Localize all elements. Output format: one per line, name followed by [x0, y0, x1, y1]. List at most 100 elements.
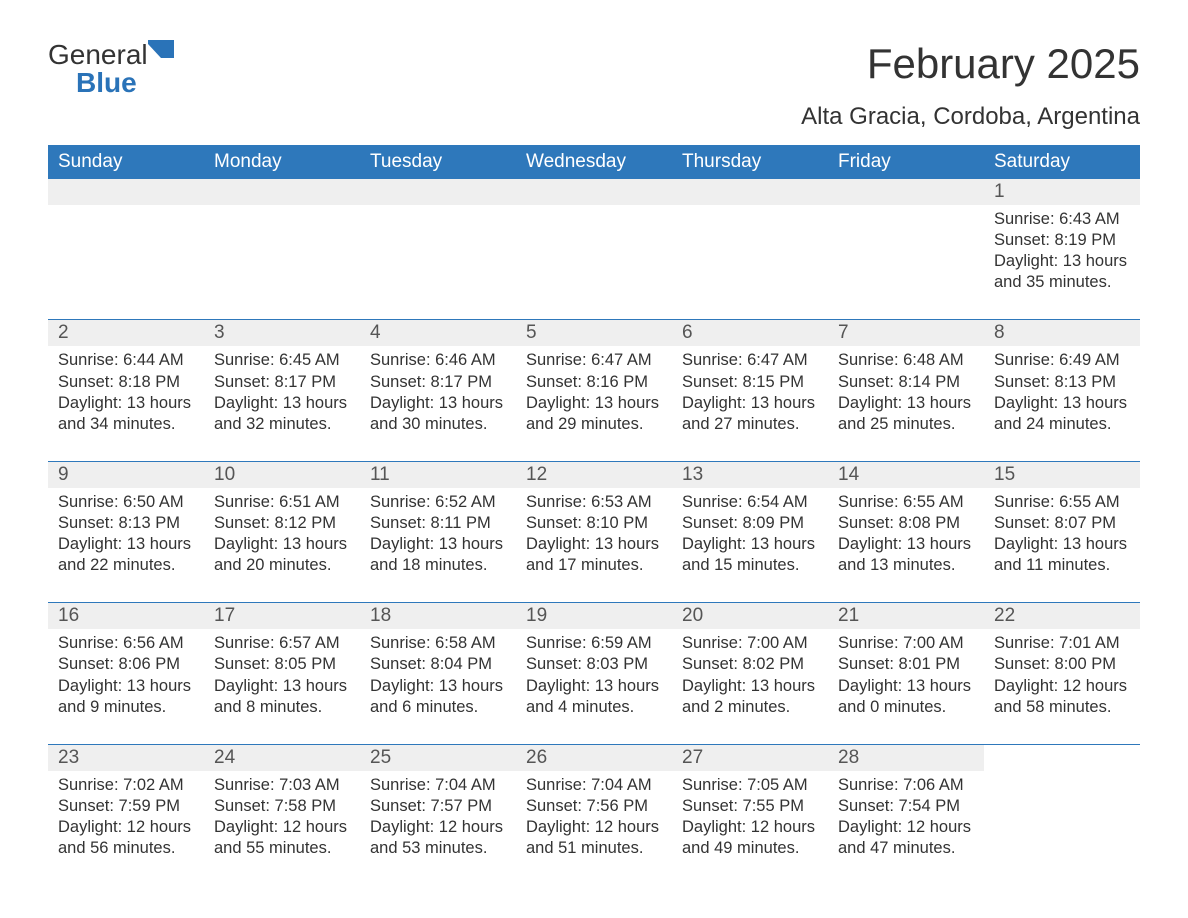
- calendar-day-cell: 21Sunrise: 7:00 AMSunset: 8:01 PMDayligh…: [828, 603, 984, 744]
- calendar-day-cell: 2Sunrise: 6:44 AMSunset: 8:18 PMDaylight…: [48, 320, 204, 461]
- logo-flag-icon: [148, 40, 174, 64]
- day-details: Sunrise: 6:58 AMSunset: 8:04 PMDaylight:…: [370, 633, 508, 717]
- day-header: Thursday: [672, 145, 828, 179]
- calendar-week-row: 16 Sunrise: 6:56 AMSunset: 8:06 PMDayligh…: [48, 603, 1140, 744]
- calendar-day-cell: 1 Sunrise: 6:43 AMSunset: 8:19 PMDaylight…: [984, 179, 1140, 320]
- calendar-day-cell: 18Sunrise: 6:58 AMSunset: 8:04 PMDayligh…: [360, 603, 516, 744]
- calendar-empty-cell: [672, 179, 828, 320]
- day-number: 25: [360, 745, 516, 771]
- day-details: Sunrise: 6:50 AMSunset: 8:13 PMDaylight:…: [58, 492, 196, 576]
- day-header: Sunday: [48, 145, 204, 179]
- day-number: 26: [516, 745, 672, 771]
- calendar-day-cell: 19 Sunrise: 6:59 AMSunset: 8:03 PMDayligh…: [516, 603, 672, 744]
- calendar-week-row: 9 Sunrise: 6:50 AMSunset: 8:13 PMDaylight…: [48, 461, 1140, 602]
- calendar-day-cell: 25 Sunrise: 7:04 AMSunset: 7:57 PMDayligh…: [360, 744, 516, 885]
- logo: General Blue: [48, 40, 174, 97]
- calendar-day-cell: 15Sunrise: 6:55 AMSunset: 8:07 PMDayligh…: [984, 461, 1140, 602]
- day-number: 5: [516, 320, 672, 346]
- day-details: Sunrise: 6:52 AMSunset: 8:11 PMDaylight:…: [370, 492, 508, 576]
- day-number: 22: [984, 603, 1140, 629]
- calendar-empty-cell: [48, 179, 204, 320]
- day-number: 13: [672, 462, 828, 488]
- calendar-day-cell: 12 Sunrise: 6:53 AMSunset: 8:10 PMDayligh…: [516, 461, 672, 602]
- calendar-day-cell: 23Sunrise: 7:02 AMSunset: 7:59 PMDayligh…: [48, 744, 204, 885]
- calendar-day-cell: 22 Sunrise: 7:01 AMSunset: 8:00 PMDayligh…: [984, 603, 1140, 744]
- calendar-day-cell: 11Sunrise: 6:52 AMSunset: 8:11 PMDayligh…: [360, 461, 516, 602]
- day-number: 24: [204, 745, 360, 771]
- day-details: Sunrise: 6:47 AMSunset: 8:15 PMDaylight:…: [682, 350, 820, 434]
- calendar-day-cell: 28 Sunrise: 7:06 AMSunset: 7:54 PMDayligh…: [828, 744, 984, 885]
- day-number: 9: [48, 462, 204, 488]
- day-number: 1: [984, 179, 1140, 205]
- day-details: Sunrise: 6:46 AMSunset: 8:17 PMDaylight:…: [370, 350, 508, 434]
- calendar-day-cell: 27 Sunrise: 7:05 AMSunset: 7:55 PMDayligh…: [672, 744, 828, 885]
- location-subtitle: Alta Gracia, Cordoba, Argentina: [48, 103, 1140, 131]
- day-details: Sunrise: 6:59 AMSunset: 8:03 PMDaylight:…: [526, 633, 664, 717]
- day-details: Sunrise: 7:04 AMSunset: 7:56 PMDaylight:…: [526, 775, 664, 859]
- calendar-empty-cell: [828, 179, 984, 320]
- calendar-day-cell: 13Sunrise: 6:54 AMSunset: 8:09 PMDayligh…: [672, 461, 828, 602]
- logo-word-1: General: [48, 39, 148, 70]
- day-number: 4: [360, 320, 516, 346]
- day-details: Sunrise: 6:57 AMSunset: 8:05 PMDaylight:…: [214, 633, 352, 717]
- day-number: 7: [828, 320, 984, 346]
- calendar-day-cell: 8Sunrise: 6:49 AMSunset: 8:13 PMDaylight…: [984, 320, 1140, 461]
- day-details: Sunrise: 6:56 AMSunset: 8:06 PMDaylight:…: [58, 633, 196, 717]
- day-details: Sunrise: 7:06 AMSunset: 7:54 PMDaylight:…: [838, 775, 976, 859]
- day-details: Sunrise: 6:45 AMSunset: 8:17 PMDaylight:…: [214, 350, 352, 434]
- day-details: Sunrise: 6:47 AMSunset: 8:16 PMDaylight:…: [526, 350, 664, 434]
- calendar-week-row: 2Sunrise: 6:44 AMSunset: 8:18 PMDaylight…: [48, 320, 1140, 461]
- day-number: 16: [48, 603, 204, 629]
- day-number: 12: [516, 462, 672, 488]
- calendar-day-cell: 17 Sunrise: 6:57 AMSunset: 8:05 PMDayligh…: [204, 603, 360, 744]
- day-number: 6: [672, 320, 828, 346]
- calendar-week-row: 1 Sunrise: 6:43 AMSunset: 8:19 PMDaylight…: [48, 179, 1140, 320]
- day-details: Sunrise: 6:43 AMSunset: 8:19 PMDaylight:…: [994, 209, 1132, 293]
- day-details: Sunrise: 6:49 AMSunset: 8:13 PMDaylight:…: [994, 350, 1132, 434]
- calendar-day-cell: 6 Sunrise: 6:47 AMSunset: 8:15 PMDaylight…: [672, 320, 828, 461]
- calendar-empty-cell: [516, 179, 672, 320]
- logo-word-2: Blue: [76, 67, 137, 98]
- day-header: Wednesday: [516, 145, 672, 179]
- day-number-row: [48, 179, 204, 205]
- calendar-day-cell: 14 Sunrise: 6:55 AMSunset: 8:08 PMDayligh…: [828, 461, 984, 602]
- calendar-empty-cell: [204, 179, 360, 320]
- day-details: Sunrise: 7:04 AMSunset: 7:57 PMDaylight:…: [370, 775, 508, 859]
- day-number: 28: [828, 745, 984, 771]
- day-details: Sunrise: 7:01 AMSunset: 8:00 PMDaylight:…: [994, 633, 1132, 717]
- day-header: Monday: [204, 145, 360, 179]
- calendar-day-cell: 20 Sunrise: 7:00 AMSunset: 8:02 PMDayligh…: [672, 603, 828, 744]
- calendar-day-cell: 9 Sunrise: 6:50 AMSunset: 8:13 PMDaylight…: [48, 461, 204, 602]
- calendar-day-cell: 4 Sunrise: 6:46 AMSunset: 8:17 PMDaylight…: [360, 320, 516, 461]
- day-header: Tuesday: [360, 145, 516, 179]
- day-number: 17: [204, 603, 360, 629]
- calendar-body: 1 Sunrise: 6:43 AMSunset: 8:19 PMDaylight…: [48, 179, 1140, 885]
- day-number-row: [516, 179, 672, 205]
- calendar-day-cell: 10Sunrise: 6:51 AMSunset: 8:12 PMDayligh…: [204, 461, 360, 602]
- calendar-header-row: SundayMondayTuesdayWednesdayThursdayFrid…: [48, 145, 1140, 179]
- calendar-day-cell: 26 Sunrise: 7:04 AMSunset: 7:56 PMDayligh…: [516, 744, 672, 885]
- calendar-day-cell: 7 Sunrise: 6:48 AMSunset: 8:14 PMDaylight…: [828, 320, 984, 461]
- day-details: Sunrise: 7:05 AMSunset: 7:55 PMDaylight:…: [682, 775, 820, 859]
- day-details: Sunrise: 6:44 AMSunset: 8:18 PMDaylight:…: [58, 350, 196, 434]
- calendar-day-cell: 24Sunrise: 7:03 AMSunset: 7:58 PMDayligh…: [204, 744, 360, 885]
- day-number-row: [828, 179, 984, 205]
- day-details: Sunrise: 6:48 AMSunset: 8:14 PMDaylight:…: [838, 350, 976, 434]
- calendar-table: SundayMondayTuesdayWednesdayThursdayFrid…: [48, 145, 1140, 885]
- day-number: 27: [672, 745, 828, 771]
- calendar-day-cell: 3Sunrise: 6:45 AMSunset: 8:17 PMDaylight…: [204, 320, 360, 461]
- day-number-row: [360, 179, 516, 205]
- calendar-empty-cell: [984, 744, 1140, 885]
- day-number: 21: [828, 603, 984, 629]
- day-number: 20: [672, 603, 828, 629]
- day-number: 23: [48, 745, 204, 771]
- day-details: Sunrise: 6:53 AMSunset: 8:10 PMDaylight:…: [526, 492, 664, 576]
- day-details: Sunrise: 6:55 AMSunset: 8:07 PMDaylight:…: [994, 492, 1132, 576]
- calendar-empty-cell: [360, 179, 516, 320]
- day-details: Sunrise: 6:55 AMSunset: 8:08 PMDaylight:…: [838, 492, 976, 576]
- day-details: Sunrise: 6:51 AMSunset: 8:12 PMDaylight:…: [214, 492, 352, 576]
- day-number: 19: [516, 603, 672, 629]
- day-details: Sunrise: 7:00 AMSunset: 8:02 PMDaylight:…: [682, 633, 820, 717]
- day-number-row: [672, 179, 828, 205]
- day-number: 14: [828, 462, 984, 488]
